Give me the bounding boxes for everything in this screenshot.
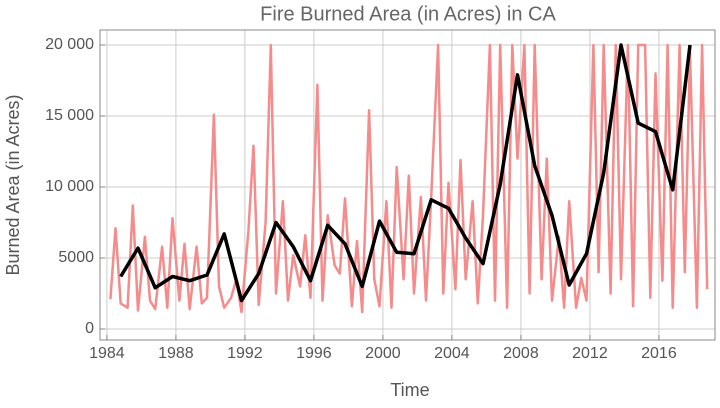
x-axis-label: Time (390, 380, 429, 400)
y-tick-label: 20 000 (45, 36, 94, 53)
y-tick-label: 15 000 (45, 107, 94, 124)
x-tick-label: 1992 (227, 345, 263, 362)
x-tick-label: 2000 (365, 345, 401, 362)
x-tick-label: 2008 (503, 345, 539, 362)
y-axis-label: Burned Area (in Acres) (3, 94, 23, 275)
chart-title: Fire Burned Area (in Acres) in CA (260, 3, 556, 25)
data-line (119, 43, 692, 303)
x-tick-label: 1984 (89, 345, 125, 362)
y-tick-label: 5000 (58, 249, 94, 266)
x-tick-label: 1996 (296, 345, 332, 362)
data-line (109, 43, 709, 314)
x-tick-label: 2012 (572, 345, 608, 362)
x-tick-label: 2016 (641, 345, 677, 362)
y-tick-label: 10 000 (45, 178, 94, 195)
x-tick-label: 2004 (434, 345, 470, 362)
x-tick-label: 1988 (158, 345, 194, 362)
plot-frame (99, 29, 716, 341)
y-tick-label: 0 (85, 320, 94, 337)
